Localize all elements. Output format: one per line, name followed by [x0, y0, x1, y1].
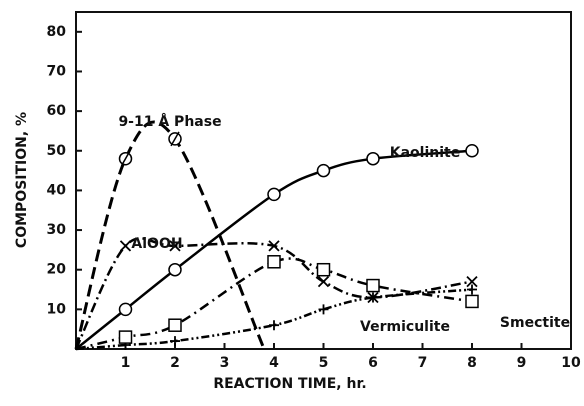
plot-frame — [75, 11, 572, 350]
marker — [317, 275, 330, 288]
marker — [316, 163, 331, 178]
marker — [170, 336, 180, 347]
series-label: 9-11 Å Phase — [118, 113, 221, 130]
marker — [267, 255, 281, 269]
x-tick-label: 7 — [418, 355, 428, 371]
series-label: Vermiculite — [360, 319, 450, 335]
x-tick-label: 3 — [220, 355, 230, 371]
x-tick-label: 5 — [319, 355, 329, 371]
y-tick-label: 80 — [47, 24, 67, 40]
marker — [267, 187, 281, 202]
marker — [118, 330, 133, 344]
marker — [366, 278, 380, 293]
x-axis-label: REACTION TIME, hr. — [213, 376, 366, 392]
marker-slash — [170, 131, 180, 147]
marker — [316, 262, 331, 277]
x-tick-label: 2 — [170, 355, 180, 371]
marker — [118, 302, 133, 317]
y-tick-label: 60 — [47, 103, 67, 119]
marker — [268, 240, 280, 252]
y-tick-label: 50 — [47, 143, 67, 159]
series-line — [74, 120, 266, 350]
marker — [465, 144, 479, 158]
y-tick-label: 40 — [47, 182, 67, 198]
marker — [466, 275, 478, 288]
series-label: Kaolinite — [390, 145, 460, 161]
x-tick-label: 4 — [269, 355, 279, 371]
marker — [366, 151, 380, 166]
x-tick-label: 9 — [517, 355, 527, 371]
y-axis-label: COMPOSITION, % — [14, 112, 30, 248]
marker — [467, 284, 477, 295]
marker — [318, 304, 329, 315]
marker-slash — [120, 151, 131, 167]
marker — [169, 240, 181, 252]
marker — [119, 240, 132, 252]
marker — [269, 320, 279, 331]
y-tick-label: 20 — [47, 262, 67, 278]
x-tick-label: 1 — [121, 355, 131, 371]
marker — [368, 292, 378, 303]
y-tick-label: 30 — [47, 222, 67, 238]
x-tick-label: 8 — [467, 355, 477, 371]
y-tick-label: 70 — [47, 63, 67, 79]
y-tick-label: 10 — [47, 301, 67, 317]
marker — [465, 294, 479, 309]
x-tick-label: 6 — [368, 355, 378, 371]
x-tick-label: 10 — [561, 355, 581, 371]
series-label: Smectite — [500, 315, 570, 331]
marker — [168, 318, 182, 332]
marker — [168, 262, 182, 277]
series-line — [75, 257, 473, 351]
series-label: AlOOH — [131, 236, 182, 252]
